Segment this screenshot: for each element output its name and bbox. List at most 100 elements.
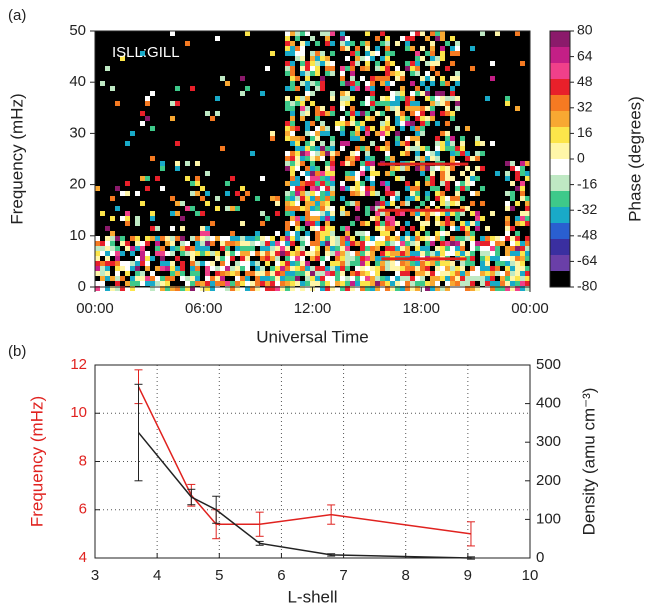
spectrogram-cell — [475, 226, 480, 231]
spectrogram-cell — [355, 271, 360, 276]
spectrogram-cell — [395, 261, 400, 266]
spectrogram-cell — [415, 286, 420, 291]
spectrogram-cell — [325, 176, 330, 181]
spectrogram-cell — [280, 236, 285, 241]
spectrogram-cell — [305, 216, 310, 221]
spectrogram-cell — [370, 126, 375, 131]
spectrogram-cell — [360, 76, 365, 81]
spectrogram-cell — [300, 181, 305, 186]
spectrogram-cell — [410, 286, 415, 291]
spectrogram-cell — [205, 201, 210, 206]
spectrogram-cell — [290, 191, 295, 196]
spectrogram-cell — [410, 261, 415, 266]
spectrogram-cell — [405, 261, 410, 266]
spectrogram-cell — [370, 251, 375, 256]
spectrogram-cell — [345, 286, 350, 291]
spectrogram-cell — [215, 36, 220, 41]
spectrogram-cell — [150, 256, 155, 261]
y-tick-label: 50 — [69, 22, 86, 39]
spectrogram-cell — [315, 176, 320, 181]
spectrogram-cell — [390, 96, 395, 101]
spectrogram-cell — [330, 266, 335, 271]
spectrogram-cell — [495, 241, 500, 246]
spectrogram-cell — [270, 251, 275, 256]
spectrogram-cell — [350, 201, 355, 206]
spectrogram-cell — [510, 166, 515, 171]
spectrogram-cell — [360, 246, 365, 251]
spectrogram-cell — [160, 266, 165, 271]
spectrogram-cell — [355, 121, 360, 126]
spectrogram-cell — [385, 71, 390, 76]
spectrogram-cell — [405, 101, 410, 106]
spectrogram-cell — [505, 236, 510, 241]
spectrogram-cell — [150, 211, 155, 216]
spectrogram-cell — [215, 266, 220, 271]
spectrogram-cell — [330, 211, 335, 216]
spectrogram-cell — [255, 236, 260, 241]
spectrogram-cell — [370, 56, 375, 61]
spectrogram-cell — [370, 271, 375, 276]
spectrogram-cell — [215, 236, 220, 241]
spectrogram-cell — [385, 51, 390, 56]
spectrogram-cell — [525, 216, 530, 221]
x-tick-label: 5 — [215, 567, 223, 584]
spectrogram-cell — [340, 41, 345, 46]
spectrogram-cell — [380, 201, 385, 206]
spectrogram-cell — [390, 196, 395, 201]
spectrogram-cell — [220, 246, 225, 251]
spectrogram-cell — [395, 116, 400, 121]
spectrogram-cell — [440, 236, 445, 241]
spectrogram-cell — [500, 261, 505, 266]
spectrogram-cell — [235, 246, 240, 251]
spectrogram-cell — [310, 276, 315, 281]
spectrogram-cell — [415, 186, 420, 191]
spectrogram-cell — [365, 281, 370, 286]
spectrogram-cell — [300, 216, 305, 221]
spectrogram-cell — [280, 246, 285, 251]
spectrogram-cell — [310, 121, 315, 126]
spectrogram-cell — [470, 266, 475, 271]
spectrogram-cell — [120, 241, 125, 246]
spectrogram-cell — [305, 86, 310, 91]
spectrogram-cell — [280, 251, 285, 256]
spectrogram-cell — [435, 101, 440, 106]
spectrogram-cell — [410, 266, 415, 271]
spectrogram-cell — [340, 126, 345, 131]
spectrogram-cell — [455, 101, 460, 106]
spectrogram-cell — [430, 96, 435, 101]
spectrogram-cell — [430, 51, 435, 56]
spectrogram-cell — [170, 236, 175, 241]
spectrogram-cell — [315, 111, 320, 116]
spectrogram-cell — [100, 241, 105, 246]
spectrogram-cell — [515, 271, 520, 276]
spectrogram-cell — [475, 266, 480, 271]
spectrogram-cell — [340, 226, 345, 231]
spectrogram-cell — [380, 66, 385, 71]
spectrogram-cell — [170, 196, 175, 201]
spectrogram-cell — [440, 196, 445, 201]
spectrogram-cell — [360, 286, 365, 291]
spectrogram-cell — [265, 281, 270, 286]
spectrogram-cell — [280, 276, 285, 281]
spectrogram-cell — [200, 241, 205, 246]
spectrogram-cell — [435, 196, 440, 201]
spectrogram-cell — [420, 251, 425, 256]
spectrogram-cell — [500, 281, 505, 286]
spectrogram-cell — [310, 211, 315, 216]
spectrogram-cell — [460, 206, 465, 211]
spectrogram-cell — [430, 106, 435, 111]
spectrogram-cell — [125, 271, 130, 276]
spectrogram-cell — [475, 221, 480, 226]
spectrogram-cell — [315, 231, 320, 236]
spectrogram-cell — [505, 176, 510, 181]
spectrogram-cell — [130, 246, 135, 251]
spectrogram-cell — [470, 246, 475, 251]
spectrogram-cell — [140, 121, 145, 126]
spectrogram-cell — [490, 281, 495, 286]
spectrogram-cell — [420, 111, 425, 116]
spectrogram-cell — [320, 76, 325, 81]
spectrogram-cell — [115, 261, 120, 266]
spectrogram-cell — [160, 186, 165, 191]
spectrogram-cell — [450, 136, 455, 141]
spectrogram-cell — [405, 36, 410, 41]
